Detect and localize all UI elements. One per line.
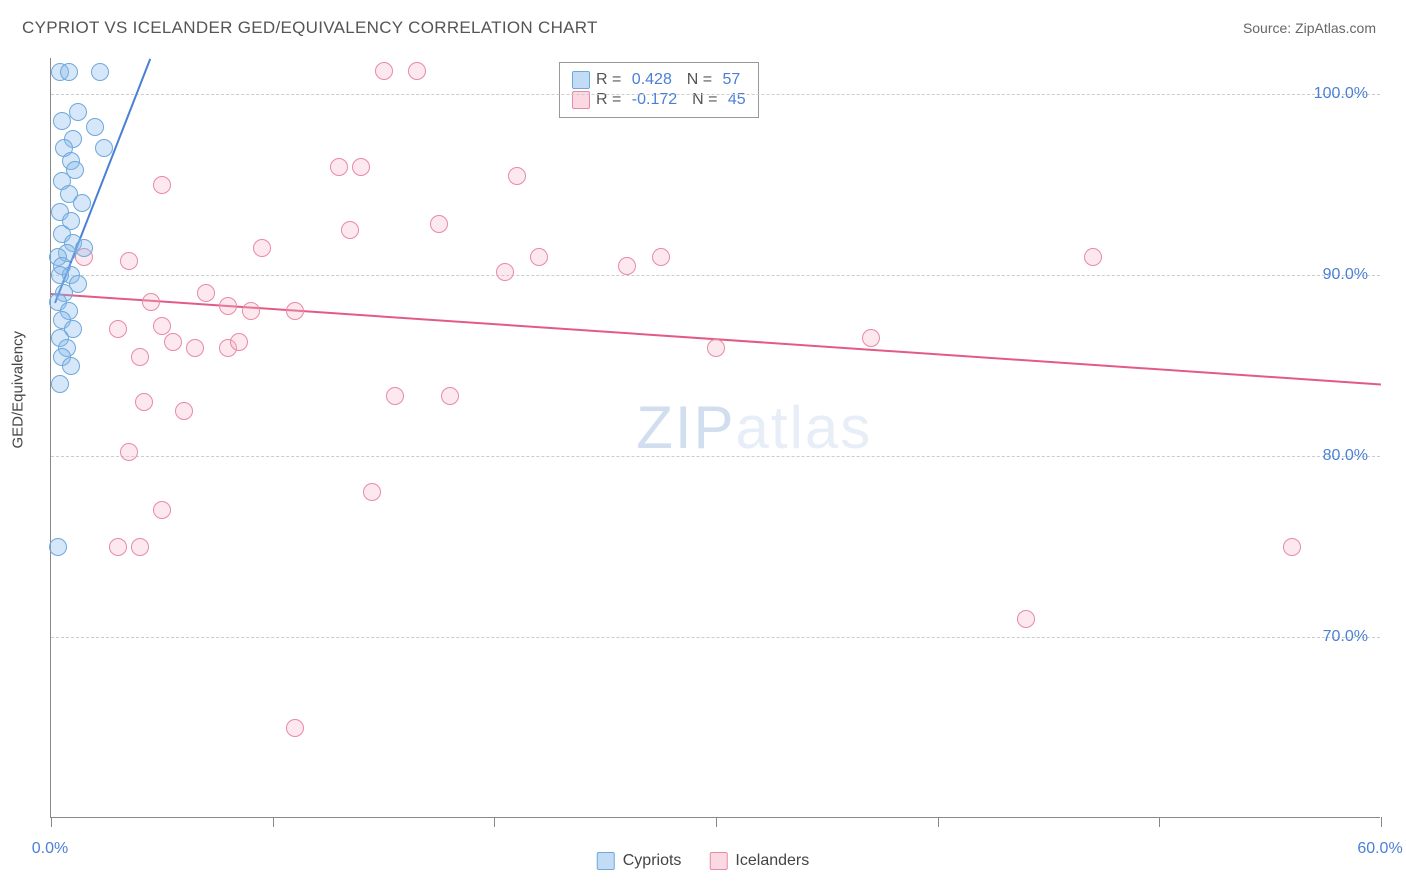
- chart-title: CYPRIOT VS ICELANDER GED/EQUIVALENCY COR…: [22, 18, 598, 38]
- x-tick: [938, 817, 939, 827]
- data-point: [62, 357, 80, 375]
- gridline: [51, 94, 1380, 95]
- data-point: [375, 62, 393, 80]
- data-point: [186, 339, 204, 357]
- data-point: [286, 302, 304, 320]
- data-point: [91, 63, 109, 81]
- data-point: [530, 248, 548, 266]
- gridline: [51, 456, 1380, 457]
- legend-label: Cypriots: [623, 852, 682, 870]
- y-tick-label: 100.0%: [1314, 85, 1368, 103]
- data-point: [707, 339, 725, 357]
- stats-legend: R = 0.428 N = 57 R = -0.172 N = 45: [559, 62, 759, 118]
- stat-n-value: 57: [723, 71, 741, 89]
- data-point: [95, 139, 113, 157]
- y-axis-title: GED/Equivalency: [10, 331, 27, 449]
- data-point: [120, 443, 138, 461]
- data-point: [175, 402, 193, 420]
- data-point: [341, 221, 359, 239]
- stat-r-label: R =: [596, 71, 626, 89]
- data-point: [49, 538, 67, 556]
- data-point: [1084, 248, 1102, 266]
- chart-header: CYPRIOT VS ICELANDER GED/EQUIVALENCY COR…: [0, 0, 1406, 48]
- data-point: [53, 112, 71, 130]
- legend-row-cypriots: R = 0.428 N = 57: [572, 71, 746, 89]
- data-point: [135, 393, 153, 411]
- scatter-chart: ZIPatlas R = 0.428 N = 57 R = -0.172 N =…: [50, 58, 1380, 818]
- data-point: [441, 387, 459, 405]
- data-point: [120, 252, 138, 270]
- swatch-pink-icon: [709, 852, 727, 870]
- data-point: [131, 348, 149, 366]
- data-point: [508, 167, 526, 185]
- data-point: [75, 239, 93, 257]
- swatch-blue-icon: [572, 71, 590, 89]
- y-tick-label: 70.0%: [1323, 628, 1368, 646]
- data-point: [286, 719, 304, 737]
- data-point: [109, 538, 127, 556]
- data-point: [153, 176, 171, 194]
- data-point: [618, 257, 636, 275]
- data-point: [230, 333, 248, 351]
- data-point: [363, 483, 381, 501]
- watermark: ZIPatlas: [636, 393, 872, 462]
- x-tick: [716, 817, 717, 827]
- data-point: [253, 239, 271, 257]
- x-tick: [273, 817, 274, 827]
- data-point: [430, 215, 448, 233]
- x-tick: [494, 817, 495, 827]
- x-tick: [1159, 817, 1160, 827]
- data-point: [197, 284, 215, 302]
- x-tick-label: 60.0%: [1357, 840, 1402, 858]
- data-point: [496, 263, 514, 281]
- data-point: [153, 501, 171, 519]
- data-point: [352, 158, 370, 176]
- data-point: [1283, 538, 1301, 556]
- data-point: [51, 266, 69, 284]
- y-tick-label: 80.0%: [1323, 447, 1368, 465]
- legend-item-icelanders: Icelanders: [709, 852, 809, 870]
- data-point: [652, 248, 670, 266]
- data-point: [69, 103, 87, 121]
- data-point: [408, 62, 426, 80]
- y-tick-label: 90.0%: [1323, 266, 1368, 284]
- series-legend: Cypriots Icelanders: [597, 852, 810, 870]
- data-point: [51, 375, 69, 393]
- gridline: [51, 275, 1380, 276]
- x-tick: [51, 817, 52, 827]
- gridline: [51, 637, 1380, 638]
- legend-label: Icelanders: [735, 852, 809, 870]
- data-point: [131, 538, 149, 556]
- swatch-blue-icon: [597, 852, 615, 870]
- data-point: [242, 302, 260, 320]
- x-tick-label: 0.0%: [32, 840, 68, 858]
- data-point: [60, 63, 78, 81]
- data-point: [1017, 610, 1035, 628]
- data-point: [109, 320, 127, 338]
- data-point: [330, 158, 348, 176]
- stat-r-value: 0.428: [632, 71, 672, 89]
- data-point: [219, 297, 237, 315]
- x-tick: [1381, 817, 1382, 827]
- legend-item-cypriots: Cypriots: [597, 852, 682, 870]
- data-point: [73, 194, 91, 212]
- data-point: [86, 118, 104, 136]
- data-point: [142, 293, 160, 311]
- source-attribution: Source: ZipAtlas.com: [1243, 20, 1376, 36]
- stat-n-label: N =: [678, 71, 717, 89]
- data-point: [153, 317, 171, 335]
- data-point: [862, 329, 880, 347]
- data-point: [164, 333, 182, 351]
- data-point: [386, 387, 404, 405]
